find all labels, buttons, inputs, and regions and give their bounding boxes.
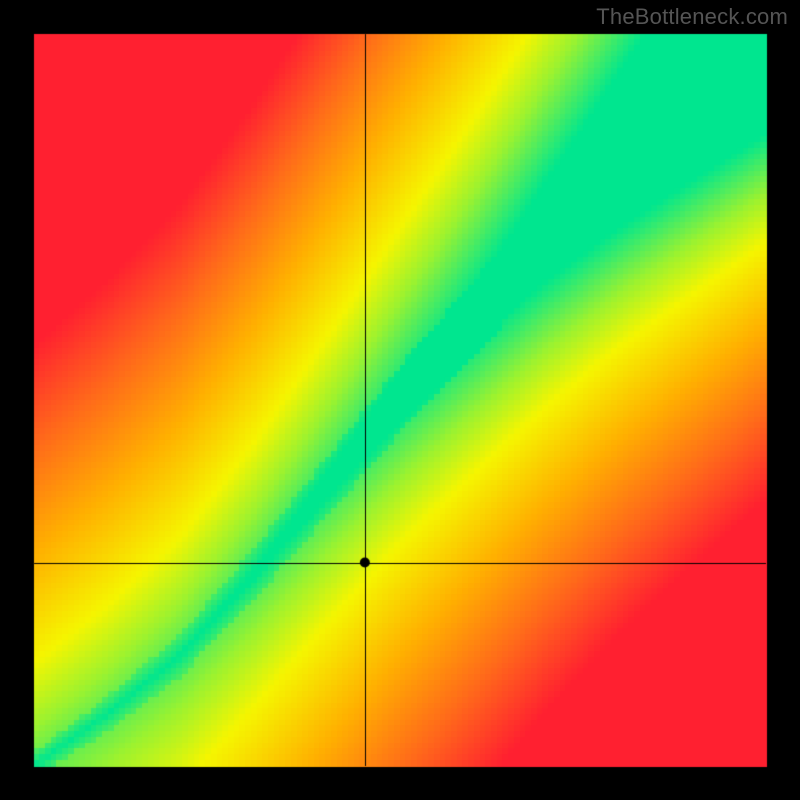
crosshair-overlay [0, 0, 800, 800]
watermark-text: TheBottleneck.com [596, 4, 788, 30]
chart-container: TheBottleneck.com [0, 0, 800, 800]
